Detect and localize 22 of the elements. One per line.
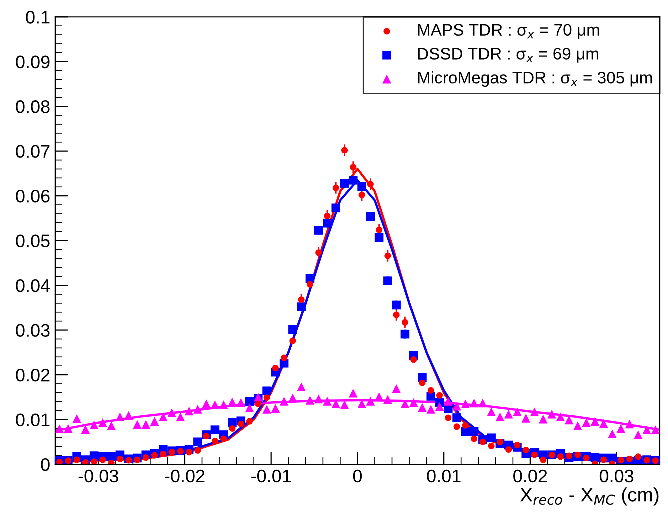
legend-label: DSSD TDR : σ$_{x}$ = 69 μm xyxy=(418,48,598,63)
x-axis-title: X$_{reco}$ - X$_{MC}$ (cm) xyxy=(520,488,659,506)
x-tick-label: 0 xyxy=(353,470,362,483)
legend-label: MAPS TDR : σ$_{x}$ = 70 μm xyxy=(418,24,600,40)
y-tick-label: 0.01 xyxy=(16,414,50,426)
y-tick-label: 0.03 xyxy=(16,324,50,338)
y-tick-label: 0.1 xyxy=(26,11,50,24)
legend-label: MicroMegas TDR : σ$_{x}$ = 305 μm xyxy=(418,72,652,88)
y-tick-label: 0.02 xyxy=(16,368,50,382)
x-tick-label: 0.03 xyxy=(600,470,634,483)
y-tick-label: 0.04 xyxy=(16,279,50,292)
y-tick-label: 0.08 xyxy=(16,100,50,114)
y-tick-label: 0.05 xyxy=(16,234,50,248)
y-tick-label: 0 xyxy=(41,458,50,472)
x-tick-label: 0.01 xyxy=(427,470,461,483)
x-tick-label: -0.03 xyxy=(78,470,118,483)
x-tick-label: 0.02 xyxy=(514,470,548,483)
y-tick-label: 0.07 xyxy=(16,145,50,158)
y-tick-label: 0.09 xyxy=(16,56,50,69)
x-tick-label: -0.02 xyxy=(165,470,205,483)
y-tick-label: 0.06 xyxy=(16,190,50,203)
x-tick-label: -0.01 xyxy=(252,470,292,483)
